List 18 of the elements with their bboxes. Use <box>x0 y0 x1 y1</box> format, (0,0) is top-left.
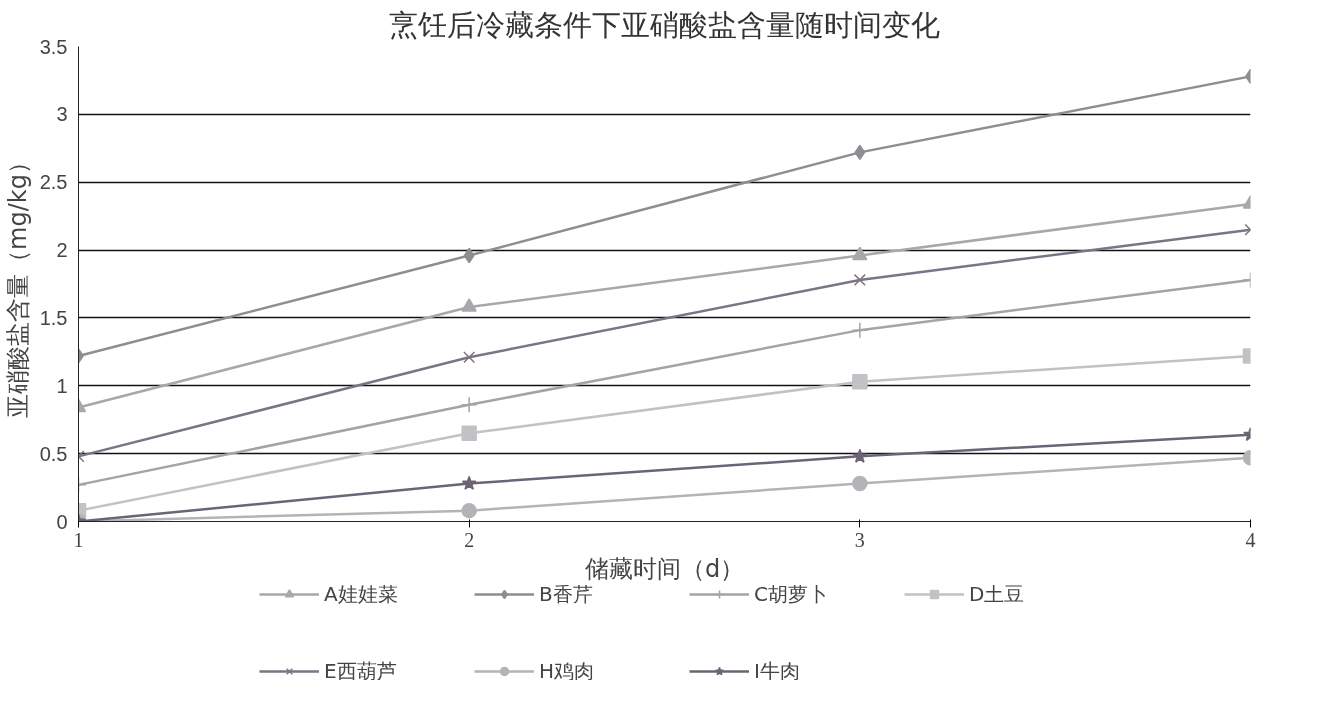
y-tick-label: 1.5 <box>39 306 68 329</box>
x-tick-label: 4 <box>1245 528 1256 551</box>
y-tick-label: 2.5 <box>39 171 68 194</box>
y-tick-label: 3 <box>56 103 68 126</box>
x-tick-label: 1 <box>73 528 84 551</box>
y-tick-label: 2 <box>56 239 68 262</box>
legend-label: I牛肉 <box>754 657 801 682</box>
legend-label: H鸡肉 <box>539 657 596 682</box>
y-tick-label: 0.5 <box>39 442 68 465</box>
y-tick-label: 1 <box>56 374 68 397</box>
x-tick-label: 2 <box>464 528 475 551</box>
y-axis-title: 亚硝酸盐含量（mg/kg） <box>3 150 32 418</box>
legend-label: E西葫芦 <box>324 657 398 682</box>
y-tick-label: 0 <box>56 510 68 533</box>
x-axis-title: 储藏时间（d） <box>584 554 745 583</box>
x-tick-label: 3 <box>854 528 865 551</box>
y-tick-label: 3.5 <box>39 35 68 58</box>
chart-title: 烹饪后冷藏条件下亚硝酸盐含量随时间变化 <box>389 7 940 42</box>
